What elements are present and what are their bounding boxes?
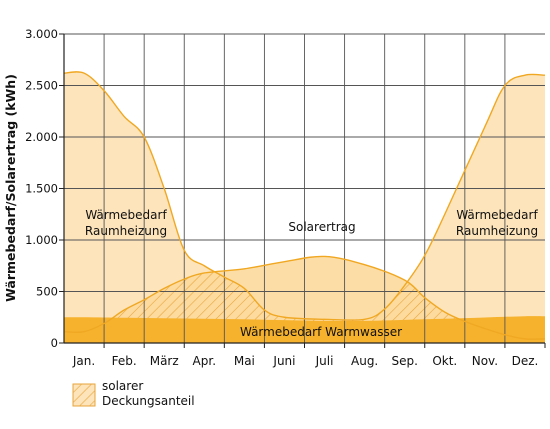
- x-tick-label: Dez.: [512, 354, 539, 368]
- legend-label-line-1: solarer: [102, 379, 143, 393]
- annotation-warmwasser: Wärmebedarf Warmwasser: [240, 325, 402, 339]
- x-tick-label: Apr.: [193, 354, 216, 368]
- lines-layer: [64, 71, 545, 340]
- x-tick-label: Sep.: [391, 354, 417, 368]
- x-tick-label: Okt.: [432, 354, 457, 368]
- grid-layer: [64, 33, 545, 343]
- legend-label-line-2: Deckungsanteil: [102, 394, 195, 408]
- x-tick-label: Jan.: [72, 354, 95, 368]
- x-tick-label: Nov.: [472, 354, 498, 368]
- y-tick-label: 0: [51, 336, 58, 350]
- legend-swatch-hatch: [72, 383, 96, 407]
- annotation-raumheizung-right-1: Wärmebedarf: [456, 208, 538, 222]
- x-tick-label: Juli: [315, 354, 334, 368]
- x-tick-label: Feb.: [112, 354, 137, 368]
- x-tick-label: Mai: [234, 354, 255, 368]
- y-tick-label: 500: [36, 285, 58, 299]
- y-tick-label: 1.000: [25, 233, 58, 247]
- legend: solarer Deckungsanteil: [72, 379, 195, 408]
- y-axis-title: Wärmebedarf/Solarertrag (kWh): [3, 74, 18, 302]
- y-tick-label: 2.500: [25, 79, 58, 93]
- line-raumheizung: [64, 71, 545, 321]
- y-tick-label: 3.000: [25, 27, 58, 41]
- line-solarertrag: [64, 255, 545, 340]
- axes-layer: 0 500 1.000 1.500 2.000 2.500 3.000 Jan. Feb. Mär…: [25, 27, 546, 368]
- x-tick-label: Aug.: [351, 354, 378, 368]
- y-tick-label: 2.000: [25, 130, 58, 144]
- annotation-raumheizung-left-2: Raumheizung: [85, 224, 167, 238]
- annotation-solarertrag: Solarertrag: [288, 220, 355, 234]
- annotation-raumheizung-right-2: Raumheizung: [456, 224, 538, 238]
- x-tick-label: Juni: [272, 354, 295, 368]
- annotation-raumheizung-left-1: Wärmebedarf: [85, 208, 167, 222]
- x-tick-label: März: [150, 354, 179, 368]
- y-tick-label: 1.500: [25, 182, 58, 196]
